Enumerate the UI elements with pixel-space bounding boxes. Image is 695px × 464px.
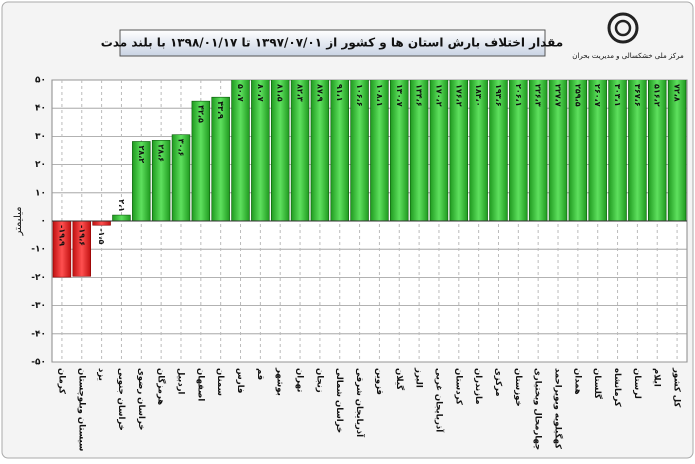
value-label: ۱۹۳،۶ — [494, 84, 503, 107]
value-label: ۸۲،۳ — [296, 84, 305, 102]
value-label: ۸۷،۹ — [315, 84, 324, 102]
x-tick-label: خراسان شمالی — [334, 368, 344, 433]
value-label: -۱،۵ — [97, 228, 106, 244]
x-tick-label: گیلان — [394, 368, 405, 390]
x-tick-label: مازندران — [473, 368, 483, 405]
value-label: ۲۰۶،۱ — [514, 84, 523, 107]
x-tick-label: قزوین — [374, 368, 384, 395]
value-label: ۲۸،۶ — [157, 144, 166, 162]
value-label: ۳۶۷،۶ — [633, 84, 642, 107]
y-axis-label: میلیمتر — [13, 206, 24, 236]
x-tick-label: ایلام — [652, 368, 662, 387]
value-label: ۴۳،۹ — [216, 101, 225, 119]
x-tick-label: کرمان — [56, 368, 66, 394]
value-label: ۵۰،۷ — [236, 84, 245, 102]
x-tick-label: زنجان — [314, 368, 324, 393]
value-label: ۱۸۳،۰ — [474, 84, 483, 107]
value-label: ۱۰۶،۶ — [355, 84, 364, 107]
value-label: -۱۹،۶ — [77, 225, 86, 246]
value-label: ۱۰۸،۱ — [375, 84, 384, 107]
y-tick-label: ۳۰ — [35, 132, 46, 142]
y-tick-label: -۴۰ — [31, 329, 46, 339]
x-tick-label: سیستان وبلوچستان — [76, 368, 86, 451]
y-tick-label: -۱۰ — [31, 245, 46, 255]
y-tick-label: ۱۰ — [35, 188, 46, 198]
x-tick-label: سمنان — [215, 368, 225, 396]
x-tick-label: خراسان جنوبی — [116, 368, 126, 431]
y-tick-label: -۵۰ — [31, 358, 46, 368]
x-tick-label: اصفهان — [195, 368, 205, 401]
x-tick-label: یزد — [96, 368, 106, 381]
chart-title: مقدار اختلاف بارش استان ها و کشور از ۱۳۹… — [101, 36, 563, 51]
x-tick-label: قم — [255, 368, 265, 380]
x-tick-label: مرکزی — [493, 368, 503, 397]
x-tick-label: خوزستان — [513, 368, 523, 407]
y-tick-label: -۲۰ — [31, 273, 46, 283]
logo-icon — [607, 12, 639, 44]
y-tick-label: ۰ — [41, 217, 47, 227]
x-tick-label: خراسان رضوی — [136, 368, 146, 430]
x-tick-label: کرمانشاه — [612, 368, 622, 407]
y-tick-label: ۴۰ — [35, 104, 46, 114]
value-label: ۸۱،۵ — [276, 84, 285, 102]
value-label: ۵۱۶،۲ — [653, 84, 662, 107]
x-tick-label: آذربایجان غربی — [433, 368, 445, 433]
value-label: ۳۰۳،۱ — [613, 84, 622, 107]
x-tick-label: آذربایجان شرقی — [354, 368, 366, 438]
x-tick-label: اردبیل — [175, 368, 185, 395]
x-tick-label: تهران — [295, 368, 305, 392]
x-tick-label: فارس — [235, 368, 245, 393]
value-label: -۱۹،۹ — [57, 225, 66, 246]
x-tick-label: کل کشور — [672, 367, 682, 407]
x-tick-label: البرز — [414, 367, 424, 388]
y-tick-label: -۳۰ — [31, 301, 46, 311]
value-label: ۲۲۶،۳ — [534, 84, 543, 107]
logo-icon — [614, 19, 632, 37]
value-label: ۹۱،۱ — [335, 84, 344, 102]
x-tick-label: کهگیلویه وبویراحمد — [553, 368, 564, 449]
value-label: ۱۳۴،۶ — [415, 84, 424, 107]
value-label: ۲۸،۲ — [137, 145, 146, 163]
bars — [52, 80, 687, 278]
y-tick-label: ۲۰ — [35, 160, 46, 170]
x-tick-label: کردستان — [453, 368, 463, 405]
x-tick-label: هرمزگان — [156, 368, 167, 405]
value-label: ۷۲،۸ — [673, 84, 682, 102]
bar — [112, 214, 131, 222]
y-tick-label: ۵۰ — [35, 76, 46, 86]
bar — [92, 220, 111, 226]
value-label: ۲۲۷،۷ — [554, 84, 563, 107]
x-tick-label: همدان — [572, 368, 582, 395]
x-tick-label: گلستان — [592, 368, 603, 399]
value-label: ۴۲،۵ — [196, 105, 205, 123]
value-label: ۲۵۹،۵ — [573, 84, 582, 107]
x-tick-label: چهارمحال وبختیاری — [533, 368, 543, 450]
value-label: ۱۳۰،۷ — [395, 84, 404, 107]
value-label: ۳۰،۶ — [176, 139, 185, 157]
value-label: ۱۷۰،۲ — [434, 84, 443, 107]
value-label: ۲،۱ — [117, 199, 126, 212]
value-label: ۲۶۰،۷ — [593, 84, 602, 107]
logo-text: مرکز ملی خشکسالی و مدیریت بحران — [572, 52, 684, 60]
x-tick-label: بوشهر — [275, 367, 285, 396]
value-label: ۱۷۶،۲ — [454, 84, 463, 107]
value-label: ۸۰،۷ — [256, 84, 265, 102]
title-box — [119, 29, 546, 57]
x-tick-label: لرستان — [632, 368, 642, 399]
